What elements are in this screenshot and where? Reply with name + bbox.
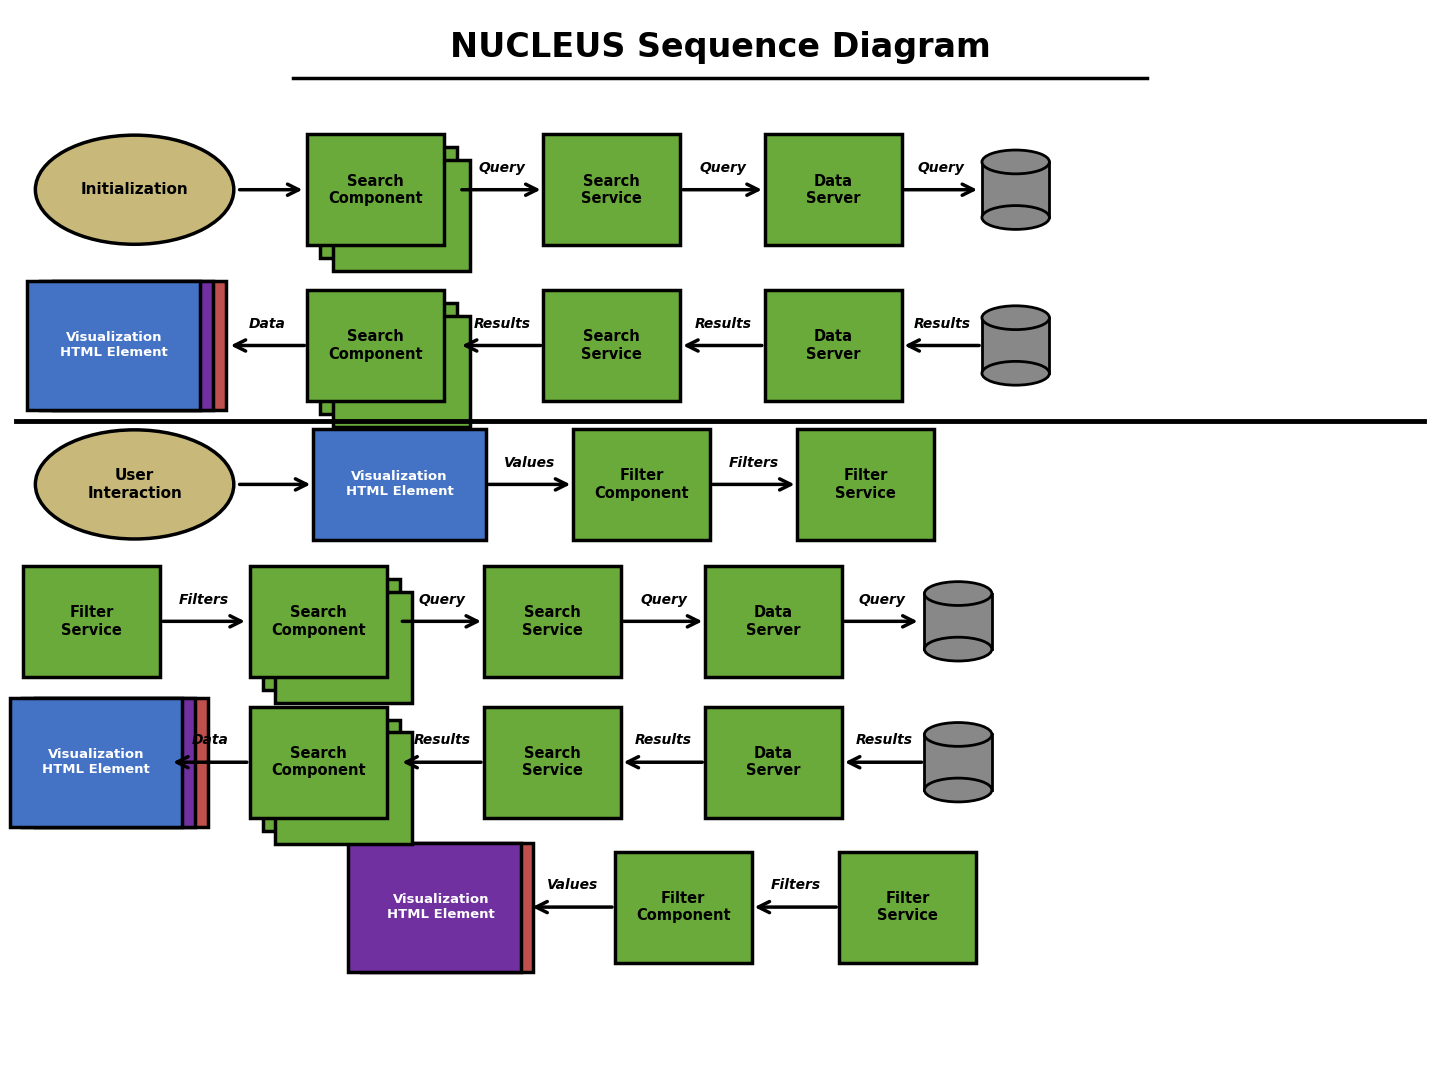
Text: Values: Values [547, 878, 598, 892]
Text: Visualization
HTML Element: Visualization HTML Element [60, 331, 167, 359]
FancyBboxPatch shape [924, 594, 992, 650]
FancyBboxPatch shape [10, 698, 183, 827]
Text: Search
Service: Search Service [582, 174, 642, 206]
Ellipse shape [924, 723, 992, 746]
FancyBboxPatch shape [798, 429, 935, 540]
FancyBboxPatch shape [320, 302, 456, 414]
FancyBboxPatch shape [573, 429, 710, 540]
Text: Results: Results [635, 733, 693, 747]
Text: Search
Component: Search Component [271, 605, 366, 638]
Text: Data
Server: Data Server [806, 174, 860, 206]
Ellipse shape [924, 637, 992, 661]
Ellipse shape [982, 150, 1050, 174]
Text: Filter
Service: Filter Service [62, 605, 122, 638]
Text: Filters: Filters [179, 593, 229, 607]
FancyBboxPatch shape [484, 566, 621, 676]
Ellipse shape [982, 361, 1050, 385]
FancyBboxPatch shape [543, 134, 680, 245]
Text: Values: Values [504, 456, 554, 470]
FancyBboxPatch shape [333, 160, 469, 271]
Text: Search
Service: Search Service [521, 605, 583, 638]
FancyBboxPatch shape [333, 316, 469, 427]
Text: Search
Component: Search Component [328, 174, 423, 206]
FancyBboxPatch shape [543, 289, 680, 401]
FancyBboxPatch shape [262, 579, 399, 689]
FancyBboxPatch shape [924, 734, 992, 790]
FancyBboxPatch shape [40, 281, 213, 410]
FancyBboxPatch shape [262, 719, 399, 831]
FancyBboxPatch shape [53, 281, 226, 410]
FancyBboxPatch shape [615, 851, 752, 963]
FancyBboxPatch shape [361, 843, 533, 971]
Text: Query: Query [858, 593, 906, 607]
Text: Query: Query [700, 161, 746, 175]
Text: Filter
Component: Filter Component [636, 891, 730, 923]
FancyBboxPatch shape [348, 843, 521, 971]
Text: Results: Results [694, 316, 752, 330]
FancyBboxPatch shape [307, 134, 444, 245]
Text: Initialization: Initialization [81, 182, 189, 197]
Text: Query: Query [639, 593, 687, 607]
FancyBboxPatch shape [27, 281, 200, 410]
FancyBboxPatch shape [249, 566, 386, 676]
Ellipse shape [982, 206, 1050, 229]
Ellipse shape [924, 778, 992, 802]
FancyBboxPatch shape [484, 706, 621, 818]
Text: Data
Server: Data Server [806, 329, 860, 361]
Text: Visualization
HTML Element: Visualization HTML Element [42, 748, 150, 776]
Text: Visualization
HTML Element: Visualization HTML Element [346, 471, 454, 498]
Text: Query: Query [419, 593, 465, 607]
Text: Filters: Filters [729, 456, 779, 470]
Text: User
Interaction: User Interaction [88, 468, 181, 501]
Ellipse shape [36, 135, 233, 244]
Text: Results: Results [914, 316, 971, 330]
Text: Results: Results [474, 316, 530, 330]
Text: Search
Service: Search Service [582, 329, 642, 361]
Text: Data: Data [192, 733, 229, 747]
Ellipse shape [982, 306, 1050, 329]
Text: Query: Query [917, 161, 965, 175]
Text: Data
Server: Data Server [746, 605, 801, 638]
Text: Filter
Component: Filter Component [595, 468, 688, 501]
Text: Results: Results [413, 733, 471, 747]
FancyBboxPatch shape [765, 134, 901, 245]
FancyBboxPatch shape [23, 698, 194, 827]
FancyBboxPatch shape [275, 592, 412, 702]
FancyBboxPatch shape [765, 289, 901, 401]
Text: Query: Query [478, 161, 526, 175]
FancyBboxPatch shape [275, 732, 412, 844]
Text: Search
Component: Search Component [328, 329, 423, 361]
Text: NUCLEUS Sequence Diagram: NUCLEUS Sequence Diagram [449, 31, 991, 64]
FancyBboxPatch shape [36, 698, 207, 827]
Ellipse shape [36, 430, 233, 539]
Text: Data: Data [249, 316, 287, 330]
Text: Filter
Service: Filter Service [835, 468, 896, 501]
Text: Data
Server: Data Server [746, 746, 801, 778]
FancyBboxPatch shape [312, 429, 485, 540]
Text: Results: Results [855, 733, 912, 747]
Text: Filter
Service: Filter Service [877, 891, 937, 923]
FancyBboxPatch shape [320, 147, 456, 258]
Ellipse shape [924, 582, 992, 606]
FancyBboxPatch shape [307, 289, 444, 401]
FancyBboxPatch shape [23, 566, 160, 676]
Text: Search
Component: Search Component [271, 746, 366, 778]
Text: Search
Service: Search Service [521, 746, 583, 778]
FancyBboxPatch shape [982, 162, 1050, 218]
FancyBboxPatch shape [706, 566, 842, 676]
FancyBboxPatch shape [706, 706, 842, 818]
Text: Filters: Filters [770, 878, 821, 892]
FancyBboxPatch shape [982, 317, 1050, 373]
Text: Visualization
HTML Element: Visualization HTML Element [387, 893, 494, 921]
FancyBboxPatch shape [249, 706, 386, 818]
FancyBboxPatch shape [840, 851, 976, 963]
